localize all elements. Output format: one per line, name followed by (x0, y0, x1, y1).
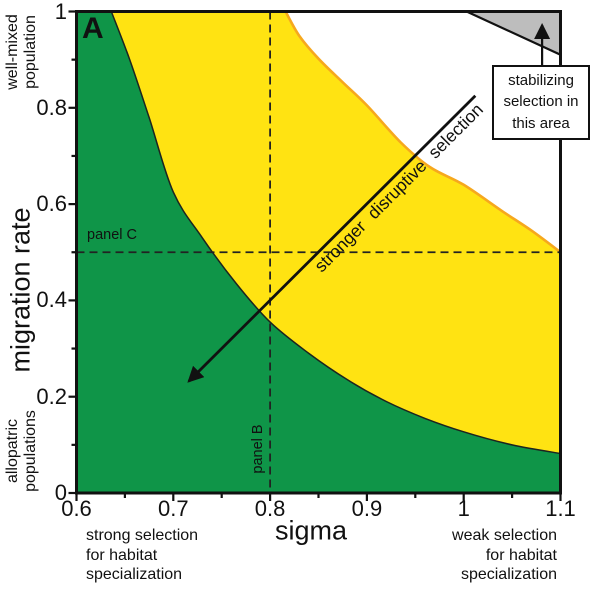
y-tick-label: 0.6 (36, 191, 67, 217)
boundary-yellow-white (284, 10, 562, 254)
stabilizing-selection-callout: stabilizing selection in this area (492, 65, 590, 140)
allopatric-populations-note: allopatric populations (3, 410, 39, 492)
x-tick-label: 0.9 (351, 496, 383, 521)
y-tick-label: 1 (54, 0, 67, 24)
stabilizing-selection-triangle (466, 10, 562, 57)
x-tick-label: 0.8 (254, 496, 286, 521)
y-tick-label: 0.2 (36, 383, 67, 409)
stronger-disruptive-selection-arrow (187, 94, 477, 383)
axis-ticks (68, 10, 562, 501)
strong-selection-note: strong selection for habitat specializat… (86, 527, 199, 584)
y-tick-label: 0.8 (36, 94, 67, 120)
well-mixed-population-note: well-mixed population (3, 14, 39, 90)
weak-selection-note: weak selection for habitat specializatio… (452, 527, 557, 584)
annotation-arrows (187, 22, 551, 383)
boundary-green-yellow (110, 11, 561, 455)
x-axis-title: sigma (274, 515, 348, 546)
panel-c-label: panel C (87, 227, 137, 243)
y-tick-label: 0.4 (36, 287, 67, 313)
x-tick-label: 1.1 (545, 496, 576, 521)
x-tick-label: 1 (457, 496, 470, 521)
panel-letter: A (82, 12, 104, 45)
panel-b-label: panel B (250, 424, 267, 474)
y-tick-label: 0 (54, 480, 67, 505)
x-tick-label: 0.7 (158, 496, 189, 521)
x-tick-label: 0.6 (61, 496, 92, 521)
